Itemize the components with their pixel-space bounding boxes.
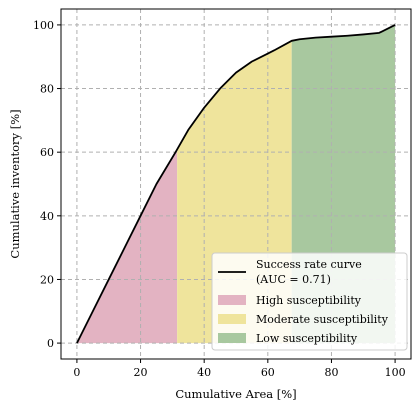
legend-curve-auc: (AUC = 0.71) — [256, 273, 331, 286]
x-tick-label: 100 — [385, 366, 406, 379]
y-tick-label: 60 — [40, 146, 54, 159]
legend-low-label: Low susceptibility — [256, 332, 358, 345]
x-tick-label: 40 — [197, 366, 211, 379]
legend-curve-label: Success rate curve — [256, 258, 362, 271]
legend-high-swatch — [218, 295, 246, 305]
legend-box — [211, 252, 408, 351]
y-tick-label: 80 — [40, 83, 54, 96]
y-tick-label: 40 — [40, 210, 54, 223]
legend-low-swatch — [218, 333, 246, 343]
x-tick-label: 0 — [73, 366, 80, 379]
y-tick-label: 20 — [40, 273, 54, 286]
y-tick-label: 100 — [33, 19, 54, 32]
x-tick-label: 80 — [324, 366, 338, 379]
legend-high-label: High susceptibility — [256, 294, 362, 307]
legend-moderate-swatch — [218, 314, 246, 324]
plot-frame — [60, 8, 412, 360]
y-axis-label: Cumulative inventory [%] — [8, 109, 22, 258]
legend: Success rate curve (AUC = 0.71) High sus… — [211, 252, 408, 351]
legend-moderate-label: Moderate susceptibility — [256, 313, 389, 326]
x-tick-label: 20 — [134, 366, 148, 379]
axis-ticks: 0 20 40 60 80 100 0 20 40 60 80 100 — [33, 19, 406, 379]
x-axis-label: Cumulative Area [%] — [175, 387, 296, 401]
x-tick-label: 60 — [261, 366, 275, 379]
y-tick-label: 0 — [47, 337, 54, 350]
success-rate-curve — [76, 24, 396, 344]
